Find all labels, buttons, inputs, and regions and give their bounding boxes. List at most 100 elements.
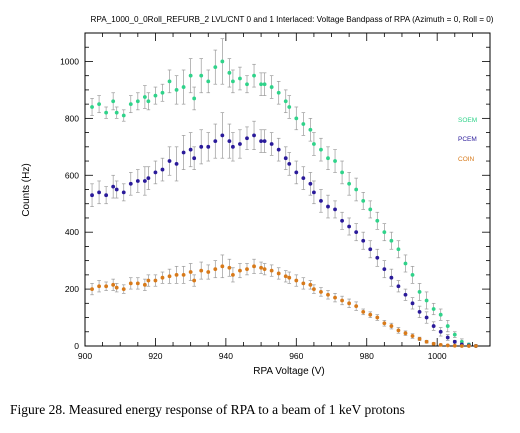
data-point [445, 324, 450, 328]
legend-label-pcem: PCEM [458, 136, 477, 143]
data-point [213, 267, 218, 272]
series-layer [90, 38, 478, 348]
data-point [340, 218, 344, 223]
data-point [111, 99, 116, 104]
data-point [474, 344, 478, 348]
data-point [459, 339, 464, 344]
data-point [354, 304, 359, 309]
x-tick-label: 1000 [428, 351, 447, 361]
data-point [333, 159, 337, 163]
data-point [128, 181, 133, 186]
data-point [389, 275, 394, 280]
data-point [188, 73, 193, 78]
data-point [167, 274, 172, 279]
data-point [452, 332, 457, 337]
y-tick-label: 600 [65, 170, 79, 180]
data-point [104, 110, 109, 115]
data-point [259, 82, 263, 87]
data-point [319, 290, 323, 294]
data-point [326, 292, 330, 297]
data-point [128, 281, 133, 286]
data-point [238, 76, 242, 81]
data-point [238, 142, 242, 146]
data-point [97, 102, 101, 107]
data-point [276, 90, 281, 95]
data-point [220, 133, 225, 138]
data-point [354, 230, 359, 235]
data-point [220, 59, 225, 64]
data-point [301, 122, 306, 126]
data-point [431, 307, 436, 311]
data-point [312, 142, 316, 146]
data-point [252, 264, 256, 269]
data-point [417, 309, 422, 314]
data-point [90, 105, 94, 109]
data-point [354, 187, 359, 192]
data-point [174, 272, 179, 277]
data-point [326, 156, 330, 161]
data-point [252, 133, 256, 138]
data-point [424, 339, 429, 344]
data-point [213, 65, 218, 70]
data-point [333, 207, 337, 212]
data-point [431, 324, 436, 328]
data-point [466, 344, 471, 348]
data-point [231, 272, 235, 277]
data-point [252, 73, 256, 78]
data-point [294, 278, 299, 283]
data-point [403, 331, 408, 336]
data-point [368, 247, 373, 252]
y-tick-label: 0 [74, 341, 79, 351]
data-point [121, 190, 126, 195]
data-point [283, 156, 288, 161]
data-point [146, 278, 151, 283]
data-point [104, 284, 109, 289]
data-point [128, 102, 133, 107]
data-point [438, 342, 443, 347]
data-point [276, 271, 281, 276]
data-point [396, 328, 401, 333]
x-tick-label: 980 [360, 351, 374, 361]
y-tick-label: 800 [65, 113, 79, 123]
data-point [301, 281, 306, 286]
data-point [269, 142, 274, 146]
data-point [199, 73, 204, 78]
data-point [410, 301, 415, 306]
data-point [269, 268, 274, 273]
data-point [382, 321, 387, 326]
data-point [104, 193, 109, 198]
data-point [160, 275, 165, 280]
y-axis-label: Counts (Hz) [21, 163, 32, 216]
data-point [287, 161, 292, 166]
data-point [308, 127, 313, 132]
data-point [308, 181, 313, 186]
data-point [347, 224, 352, 229]
data-point [135, 179, 140, 183]
data-point [167, 79, 172, 84]
data-point [445, 335, 450, 340]
data-point [135, 281, 140, 286]
data-point [188, 270, 193, 274]
data-point [135, 99, 140, 104]
x-tick-label: 920 [148, 351, 162, 361]
data-point [326, 204, 330, 209]
data-point [340, 298, 344, 303]
data-point [410, 272, 415, 277]
series-soem [90, 38, 478, 348]
data-point [424, 298, 429, 303]
data-point [361, 309, 366, 314]
data-point [431, 341, 436, 346]
data-point [438, 329, 443, 334]
data-point [417, 336, 422, 341]
data-point [238, 268, 242, 273]
data-point [142, 179, 147, 183]
series-coin [90, 254, 478, 348]
data-point [452, 339, 457, 344]
data-point [287, 275, 292, 280]
data-point [283, 274, 288, 279]
data-point [142, 282, 147, 287]
data-point [287, 105, 292, 109]
data-point [396, 284, 401, 289]
y-tick-label: 400 [65, 227, 79, 237]
data-point [97, 284, 101, 289]
